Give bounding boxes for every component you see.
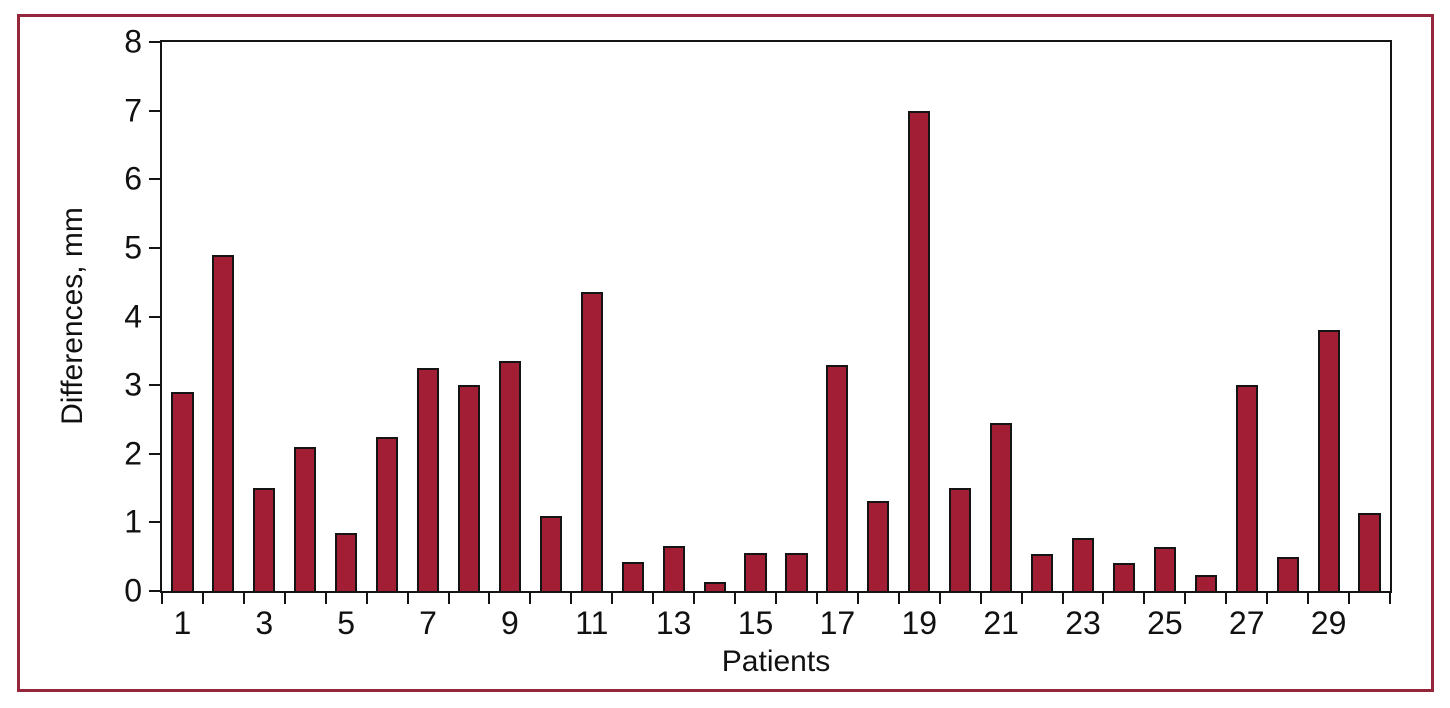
x-tick-0 (161, 591, 163, 604)
y-axis-title: Differences, mm (56, 207, 89, 425)
x-tick-label-11: 11 (575, 605, 609, 641)
x-tick-label-7: 7 (419, 605, 437, 641)
bar-patient-20 (949, 488, 972, 591)
x-tick-13 (693, 591, 696, 604)
y-tick-label-1: 1 (124, 503, 142, 540)
x-tick-27 (1266, 591, 1269, 604)
bar-patient-12 (621, 562, 644, 591)
bar-patient-15 (744, 553, 767, 591)
x-tick-label-23: 23 (1065, 605, 1101, 641)
bar-patient-21 (990, 422, 1013, 591)
bar-patient-2 (212, 254, 235, 591)
x-tick-label-13: 13 (655, 605, 692, 641)
bar-patient-7 (417, 367, 440, 591)
x-tick-22 (1061, 591, 1064, 604)
x-tick-label-5: 5 (337, 605, 356, 641)
y-tick-2 (149, 452, 162, 455)
x-tick-label-3: 3 (255, 605, 274, 641)
y-tick-label-6: 6 (124, 160, 142, 197)
bar-patient-14 (703, 582, 726, 591)
bar-patient-8 (457, 385, 481, 591)
x-tick-24 (1143, 591, 1146, 604)
x-tick-21 (1020, 591, 1023, 604)
x-tick-28 (1307, 591, 1310, 604)
plot-area: Patients 0 1 2 3 4 5 6 7 8 1 3 5 7 9 11 13 15 17 19 21 23 25 2… (124, 25, 1392, 677)
x-tick-23 (1102, 591, 1105, 604)
bar-patient-5 (335, 532, 358, 591)
x-tick-label-21: 21 (983, 605, 1019, 641)
bar-patient-29 (1317, 330, 1340, 591)
x-tick-label-25: 25 (1147, 605, 1183, 641)
bar-patient-4 (294, 446, 317, 591)
y-tick-label-3: 3 (124, 366, 142, 403)
y-tick-label-8: 8 (124, 23, 142, 60)
x-tick-19 (938, 591, 941, 604)
x-tick-10 (570, 591, 573, 604)
bar-patient-9 (498, 361, 521, 591)
x-tick-15 (775, 591, 777, 604)
x-tick-17 (856, 591, 859, 604)
y-tick-8 (149, 41, 162, 43)
bar-patient-16 (785, 553, 808, 591)
x-tick-8 (488, 591, 491, 604)
x-tick-11 (611, 591, 614, 604)
bar-patient-28 (1276, 556, 1299, 591)
bar-patient-13 (662, 546, 685, 591)
bar-patient-26 (1194, 575, 1217, 591)
bar-patient-3 (253, 488, 276, 591)
y-tick-label-4: 4 (124, 297, 142, 334)
bar-patient-1 (171, 392, 194, 591)
bar-patient-22 (1031, 553, 1054, 591)
x-tick-20 (979, 591, 982, 604)
x-tick-30 (1389, 591, 1391, 604)
bar-patient-11 (580, 292, 603, 591)
x-tick-5 (365, 591, 368, 604)
x-tick-18 (897, 591, 900, 604)
bar-patient-18 (867, 501, 890, 591)
x-tick-label-19: 19 (901, 605, 938, 641)
x-tick-14 (734, 591, 737, 604)
x-tick-4 (324, 591, 327, 604)
y-tick-5 (149, 246, 162, 249)
x-tick-2 (242, 591, 245, 604)
x-tick-6 (406, 591, 409, 604)
x-tick-12 (652, 591, 655, 604)
x-tick-label-27: 27 (1228, 605, 1265, 641)
bar-patient-27 (1235, 385, 1258, 591)
y-tick-3 (149, 384, 162, 387)
y-tick-label-2: 2 (124, 435, 142, 472)
bar-patient-17 (826, 364, 849, 591)
x-tick-label-17: 17 (819, 605, 856, 641)
x-tick-3 (283, 591, 286, 604)
y-tick-1 (149, 521, 162, 524)
y-tick-0 (149, 590, 162, 592)
bar-patient-10 (539, 515, 562, 591)
x-tick-7 (447, 591, 450, 604)
x-axis-title: Patients (721, 645, 831, 678)
y-tick-label-5: 5 (124, 229, 142, 266)
y-tick-4 (149, 315, 162, 318)
x-tick-label-1: 1 (173, 605, 192, 641)
bar-patient-30 (1358, 513, 1381, 591)
x-tick-1 (201, 591, 204, 604)
x-tick-9 (529, 591, 532, 604)
x-tick-16 (815, 591, 818, 604)
bar-patient-6 (376, 436, 399, 591)
bar-patient-24 (1112, 562, 1135, 591)
y-tick-7 (149, 109, 162, 112)
bar-patient-23 (1071, 538, 1095, 591)
bar-patient-25 (1153, 547, 1176, 591)
x-tick-29 (1348, 591, 1351, 604)
x-tick-label-15: 15 (737, 605, 774, 641)
x-tick-26 (1225, 591, 1228, 604)
y-tick-label-7: 7 (124, 91, 142, 128)
x-tick-label-29: 29 (1310, 605, 1347, 641)
x-tick-label-9: 9 (501, 605, 519, 641)
x-tick-25 (1184, 591, 1187, 604)
y-tick-label-0: 0 (124, 572, 142, 609)
bar-patient-19 (908, 110, 931, 591)
y-tick-6 (149, 178, 162, 181)
